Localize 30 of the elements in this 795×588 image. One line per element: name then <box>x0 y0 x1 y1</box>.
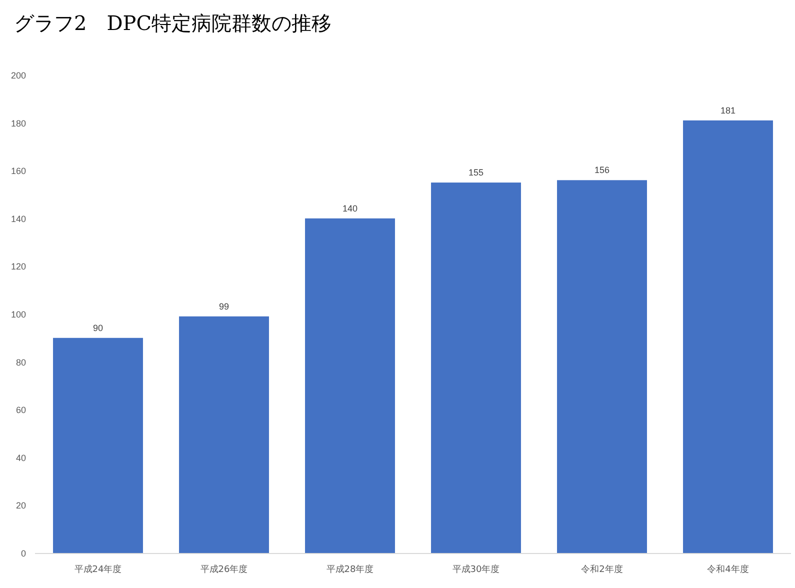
x-tick-label: 令和2年度 <box>581 564 623 575</box>
data-label: 99 <box>218 301 230 312</box>
data-label: 90 <box>92 322 104 333</box>
y-tick-label: 120 <box>10 262 26 272</box>
bar <box>431 182 521 553</box>
y-tick-label: 80 <box>16 357 26 368</box>
x-tick-label: 平成26年度 <box>200 564 248 575</box>
x-tick-label: 平成28年度 <box>326 564 374 575</box>
bar <box>557 180 647 553</box>
y-tick-label: 160 <box>10 166 26 176</box>
x-tick-label: 平成24年度 <box>74 564 122 575</box>
y-tick-label: 140 <box>10 214 26 224</box>
y-tick-label: 60 <box>16 405 26 416</box>
y-tick-label: 180 <box>10 118 26 128</box>
y-tick-label: 20 <box>16 500 26 511</box>
bar <box>179 316 269 553</box>
x-tick-label: 令和4年度 <box>707 564 749 575</box>
bar <box>53 338 143 553</box>
bar <box>683 120 773 553</box>
x-tick-label: 平成30年度 <box>452 564 500 575</box>
y-tick-label: 0 <box>20 548 26 558</box>
data-label: 140 <box>342 203 358 214</box>
y-tick-label: 40 <box>16 452 26 463</box>
data-label: 181 <box>720 105 736 116</box>
bar <box>305 218 395 553</box>
y-tick-label: 100 <box>10 310 26 320</box>
chart-title: グラフ2 DPC特定病院群数の推移 <box>14 11 332 35</box>
y-tick-label: 200 <box>10 70 26 80</box>
data-label: 155 <box>468 168 484 178</box>
data-label: 156 <box>594 165 610 176</box>
